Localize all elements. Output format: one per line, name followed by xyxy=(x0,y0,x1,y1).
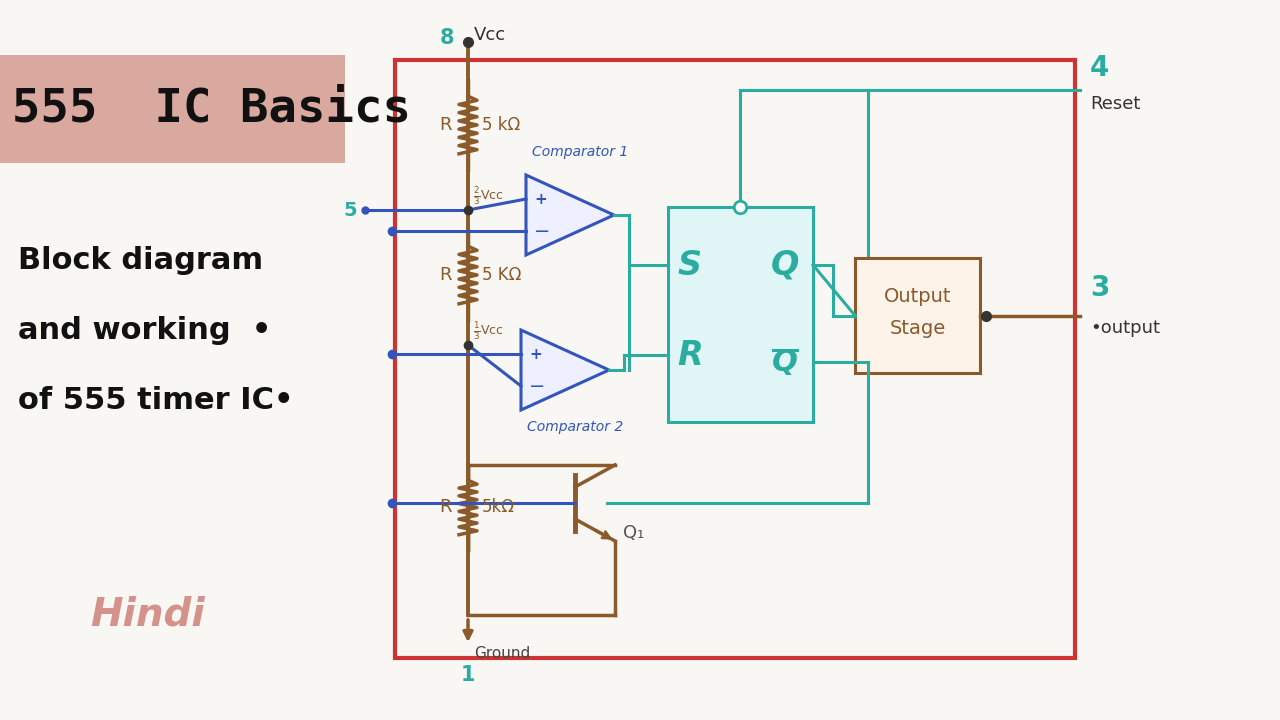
Text: S: S xyxy=(678,248,701,282)
Text: R: R xyxy=(439,498,452,516)
Text: Stage: Stage xyxy=(890,318,946,338)
Text: Comparator 2: Comparator 2 xyxy=(527,420,623,434)
Text: +: + xyxy=(534,192,547,207)
Text: Output: Output xyxy=(883,287,951,305)
Text: 555  IC Basics: 555 IC Basics xyxy=(12,86,411,132)
Bar xyxy=(855,258,980,373)
Text: R: R xyxy=(439,116,452,134)
Text: of 555 timer IC•: of 555 timer IC• xyxy=(18,385,293,415)
Bar xyxy=(668,207,813,422)
Text: 5 kΩ: 5 kΩ xyxy=(483,116,520,134)
Polygon shape xyxy=(521,330,609,410)
Text: and working  •: and working • xyxy=(18,315,271,344)
Text: 4: 4 xyxy=(1091,54,1110,82)
Text: +: + xyxy=(529,346,541,361)
Text: Hindi: Hindi xyxy=(91,596,205,634)
Text: −: − xyxy=(534,222,550,240)
FancyBboxPatch shape xyxy=(0,55,346,163)
Text: $\frac{1}{3}$Vcc: $\frac{1}{3}$Vcc xyxy=(474,320,504,342)
Text: Ground: Ground xyxy=(474,646,530,660)
Text: •output: •output xyxy=(1091,318,1160,336)
Text: Q: Q xyxy=(771,248,799,282)
Text: $\frac{2}{3}$Vcc: $\frac{2}{3}$Vcc xyxy=(474,185,504,207)
Text: Q₁: Q₁ xyxy=(623,524,644,542)
Text: 1: 1 xyxy=(461,665,475,685)
Text: R: R xyxy=(439,266,452,284)
Text: 5kΩ: 5kΩ xyxy=(483,498,515,516)
Polygon shape xyxy=(526,175,614,255)
Text: Block diagram: Block diagram xyxy=(18,246,264,274)
Text: Q: Q xyxy=(772,348,797,377)
Text: Reset: Reset xyxy=(1091,95,1140,113)
Text: Comparator 1: Comparator 1 xyxy=(532,145,628,159)
Text: −: − xyxy=(529,377,545,395)
Text: 5: 5 xyxy=(343,200,357,220)
Text: 3: 3 xyxy=(1091,274,1110,302)
Text: 5 KΩ: 5 KΩ xyxy=(483,266,521,284)
Bar xyxy=(396,60,1075,658)
Text: Vcc: Vcc xyxy=(474,26,506,44)
Text: 8: 8 xyxy=(439,28,454,48)
Text: R: R xyxy=(677,338,703,372)
